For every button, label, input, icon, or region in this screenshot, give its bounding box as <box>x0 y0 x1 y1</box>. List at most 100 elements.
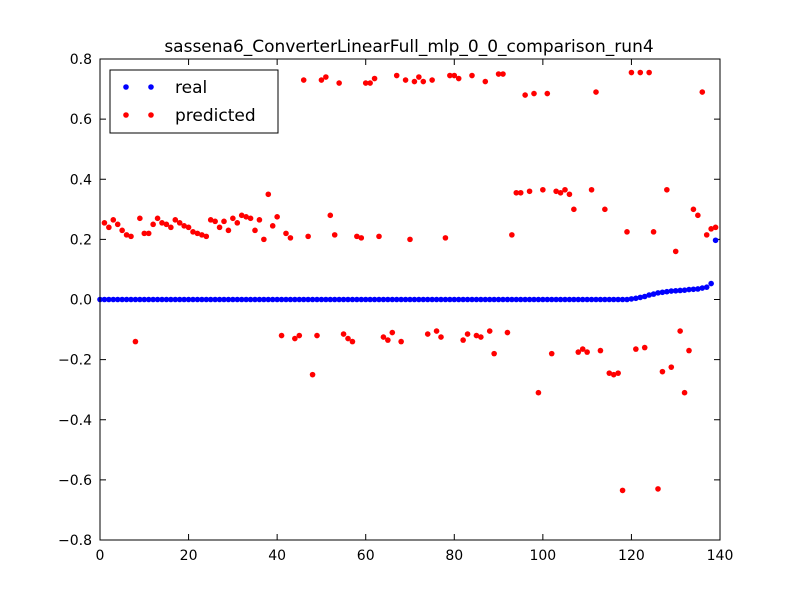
data-point-real <box>159 296 165 303</box>
data-point-predicted <box>690 206 697 213</box>
data-point-real <box>712 237 719 244</box>
data-point-real <box>309 296 316 303</box>
data-point-predicted <box>278 332 285 339</box>
data-point-real <box>128 296 134 303</box>
data-point-predicted <box>708 226 714 232</box>
data-point-predicted <box>256 217 263 223</box>
data-point-real <box>199 296 205 303</box>
data-point-real <box>269 296 276 303</box>
data-point-real <box>615 296 621 303</box>
data-point-real <box>185 296 192 303</box>
data-point-real <box>225 296 232 303</box>
data-point-predicted <box>261 236 267 243</box>
data-point-real <box>686 286 692 293</box>
data-point-real <box>292 296 298 303</box>
data-point-predicted <box>225 227 232 234</box>
data-point-predicted <box>548 350 555 357</box>
data-point-real <box>207 296 214 303</box>
data-point-real <box>571 296 577 303</box>
data-point-predicted <box>668 364 675 370</box>
data-point-predicted <box>646 69 652 76</box>
data-point-real <box>424 296 431 303</box>
data-point-real <box>593 296 599 303</box>
data-point-predicted <box>398 338 404 345</box>
data-point-predicted <box>318 77 325 83</box>
data-point-predicted <box>247 215 254 222</box>
data-point-predicted <box>185 224 192 231</box>
data-point-predicted <box>163 221 170 228</box>
data-point-predicted <box>584 349 590 355</box>
data-point-real <box>535 296 542 303</box>
data-point-predicted <box>606 370 613 376</box>
data-point-real <box>123 296 130 303</box>
data-point-real <box>579 296 586 303</box>
data-point-real <box>672 287 679 294</box>
data-point-predicted <box>269 223 276 229</box>
data-point-real <box>548 296 555 303</box>
y-tick-label: 0.2 <box>70 232 92 248</box>
data-point-real <box>243 296 249 303</box>
data-point-predicted <box>340 331 347 337</box>
data-point-real <box>110 296 117 303</box>
data-point-predicted <box>571 206 577 213</box>
data-point-predicted <box>655 486 661 492</box>
data-point-real <box>495 296 502 303</box>
data-point-predicted <box>137 215 143 222</box>
legend-label-predicted: predicted <box>175 106 256 126</box>
data-point-real <box>566 296 573 303</box>
data-point-real <box>650 291 657 297</box>
data-point-predicted <box>119 227 125 234</box>
data-point-real <box>216 296 223 303</box>
data-point-predicted <box>172 217 179 223</box>
data-point-real <box>447 296 453 303</box>
data-point-predicted <box>460 337 466 343</box>
data-point-predicted <box>212 218 218 225</box>
data-point-predicted <box>327 212 334 219</box>
legend-marker-predicted <box>148 112 154 118</box>
data-point-predicted <box>393 72 400 79</box>
data-point-real <box>402 296 409 303</box>
data-point-real <box>376 296 382 303</box>
plot-frame <box>99 58 721 541</box>
data-point-predicted <box>544 90 551 97</box>
data-point-predicted <box>292 335 298 342</box>
data-point-real <box>172 296 179 303</box>
data-point-predicted <box>265 191 272 198</box>
data-point-predicted <box>411 78 418 85</box>
data-point-real <box>141 296 148 303</box>
data-point-predicted <box>438 334 444 340</box>
data-point-predicted <box>132 338 139 345</box>
data-point-predicted <box>354 233 360 240</box>
x-tick-label: 80 <box>445 548 463 564</box>
data-point-predicted <box>681 389 688 396</box>
data-point-real <box>331 296 338 303</box>
chart-title: sassena6_ConverterLinearFull_mlp_0_0_com… <box>164 37 653 57</box>
data-point-predicted <box>513 189 520 196</box>
data-point-real <box>473 296 480 303</box>
data-point-predicted <box>495 71 502 77</box>
data-point-predicted <box>433 328 440 334</box>
data-point-predicted <box>128 233 134 240</box>
data-point-real <box>526 296 533 303</box>
data-point-real <box>354 296 360 303</box>
data-point-real <box>380 296 387 303</box>
data-point-predicted <box>712 224 719 231</box>
series-real <box>97 237 719 303</box>
data-point-predicted <box>230 215 236 222</box>
data-point-predicted <box>376 233 382 240</box>
data-point-predicted <box>703 232 710 238</box>
data-point-predicted <box>442 235 449 241</box>
data-point-predicted <box>579 346 586 352</box>
data-point-predicted <box>287 235 294 241</box>
data-point-real <box>150 296 156 303</box>
data-point-predicted <box>216 224 223 231</box>
data-point-predicted <box>181 223 187 229</box>
data-point-real <box>300 296 307 303</box>
data-point-predicted <box>517 189 524 196</box>
data-point-real <box>145 296 152 303</box>
x-tick-label: 100 <box>529 548 556 564</box>
data-point-predicted <box>362 80 369 86</box>
data-point-real <box>531 296 537 303</box>
data-point-real <box>500 296 506 303</box>
